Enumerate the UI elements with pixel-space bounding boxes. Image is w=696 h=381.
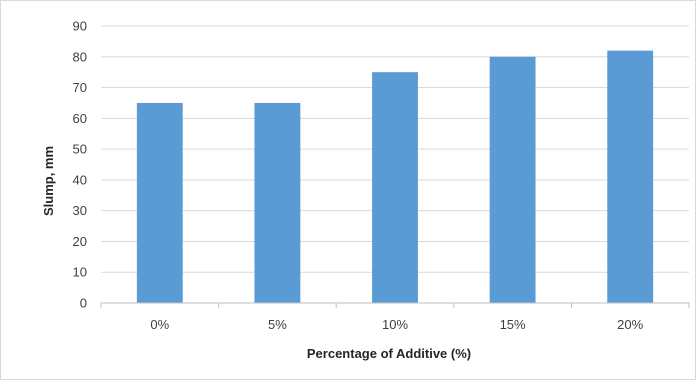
y-tick-label: 80 xyxy=(73,49,87,64)
x-tick-label: 20% xyxy=(617,317,643,332)
bar-20pct xyxy=(607,50,654,303)
bar-10pct xyxy=(372,72,418,304)
y-axis-title: Slump, mm xyxy=(41,146,56,216)
y-tick-label: 50 xyxy=(73,142,87,157)
y-tick-label: 60 xyxy=(73,111,87,126)
y-tick-label: 10 xyxy=(73,265,87,280)
x-tick-label: 15% xyxy=(500,317,526,332)
tick-labels: 0 10 20 30 40 50 60 70 80 90 0% 5% 10% 15% 20% xyxy=(73,19,644,333)
y-tick-label: 20 xyxy=(73,234,87,249)
y-tick-label: 0 xyxy=(80,296,87,311)
y-tick-label: 40 xyxy=(73,172,87,187)
bar-5pct xyxy=(254,102,301,303)
bar-0pct xyxy=(136,102,183,303)
x-tick-label: 0% xyxy=(150,317,169,332)
axes xyxy=(100,302,690,308)
y-tick-label: 30 xyxy=(73,203,87,218)
x-tick-label: 5% xyxy=(268,317,287,332)
bar-15pct xyxy=(489,56,536,304)
y-tick-label: 70 xyxy=(73,80,87,95)
bars xyxy=(136,50,654,304)
x-tick-label: 10% xyxy=(382,317,408,332)
y-tick-label: 90 xyxy=(73,19,87,34)
x-axis-title: Percentage of Additive (%) xyxy=(307,346,471,361)
